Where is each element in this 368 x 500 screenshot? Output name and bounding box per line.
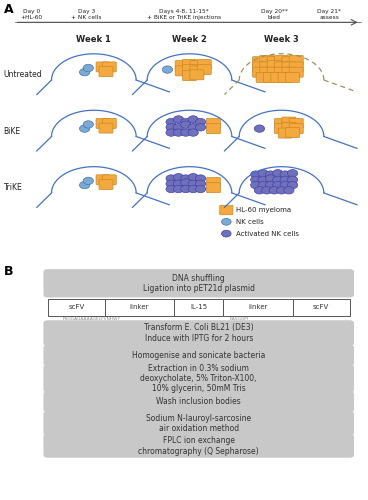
FancyBboxPatch shape — [289, 56, 303, 66]
Circle shape — [287, 176, 298, 184]
Circle shape — [181, 179, 191, 186]
FancyBboxPatch shape — [275, 124, 289, 134]
Circle shape — [273, 182, 283, 188]
Circle shape — [251, 176, 261, 184]
Circle shape — [258, 182, 268, 188]
Text: Untreated: Untreated — [4, 70, 42, 80]
FancyBboxPatch shape — [102, 62, 116, 72]
Text: scFV: scFV — [313, 304, 329, 310]
Circle shape — [265, 182, 276, 188]
FancyBboxPatch shape — [197, 60, 211, 70]
Circle shape — [195, 124, 206, 131]
FancyBboxPatch shape — [43, 411, 354, 436]
FancyBboxPatch shape — [271, 72, 285, 83]
Circle shape — [79, 182, 90, 188]
FancyBboxPatch shape — [190, 60, 204, 70]
Circle shape — [195, 186, 206, 192]
Text: Week 1: Week 1 — [77, 36, 111, 44]
Text: Transform E. Coli BL21 (DE3)
Induce with IPTG for 2 hours: Transform E. Coli BL21 (DE3) Induce with… — [144, 324, 254, 343]
Circle shape — [195, 180, 206, 188]
Circle shape — [287, 182, 298, 188]
FancyBboxPatch shape — [190, 66, 204, 76]
FancyBboxPatch shape — [223, 299, 293, 316]
Circle shape — [181, 186, 191, 192]
FancyBboxPatch shape — [43, 434, 354, 458]
Text: A: A — [4, 2, 13, 16]
Text: Homogenise and sonicate bacteria: Homogenise and sonicate bacteria — [132, 350, 265, 360]
Circle shape — [173, 180, 184, 188]
FancyBboxPatch shape — [183, 64, 197, 74]
FancyBboxPatch shape — [267, 67, 281, 77]
Text: TriKE: TriKE — [4, 183, 22, 192]
FancyBboxPatch shape — [282, 56, 296, 66]
Text: NK cells: NK cells — [236, 219, 263, 225]
Circle shape — [173, 116, 184, 123]
FancyBboxPatch shape — [183, 70, 197, 81]
FancyBboxPatch shape — [252, 67, 266, 77]
FancyBboxPatch shape — [282, 117, 296, 127]
Circle shape — [280, 182, 290, 188]
Text: HL-60 myeloma: HL-60 myeloma — [236, 207, 291, 213]
FancyBboxPatch shape — [286, 72, 300, 83]
FancyBboxPatch shape — [102, 118, 116, 128]
Circle shape — [166, 186, 176, 192]
FancyBboxPatch shape — [256, 72, 270, 83]
Circle shape — [181, 121, 191, 128]
FancyBboxPatch shape — [105, 299, 174, 316]
Text: linker: linker — [248, 304, 268, 310]
Text: Days 4-8, 11-15*
+ BiKE or TriKE injections: Days 4-8, 11-15* + BiKE or TriKE injecti… — [147, 9, 221, 20]
Circle shape — [195, 175, 206, 182]
FancyBboxPatch shape — [275, 67, 289, 77]
FancyBboxPatch shape — [260, 56, 274, 66]
FancyBboxPatch shape — [293, 299, 350, 316]
Circle shape — [173, 186, 184, 192]
FancyBboxPatch shape — [43, 269, 354, 298]
FancyBboxPatch shape — [260, 62, 274, 72]
Circle shape — [254, 125, 265, 132]
Circle shape — [222, 218, 231, 225]
FancyBboxPatch shape — [175, 60, 189, 70]
Circle shape — [254, 186, 265, 194]
Text: IL-15: IL-15 — [190, 304, 207, 310]
FancyBboxPatch shape — [96, 62, 110, 72]
FancyBboxPatch shape — [289, 124, 303, 134]
Circle shape — [195, 118, 206, 126]
Circle shape — [83, 177, 93, 184]
Circle shape — [276, 186, 287, 194]
FancyBboxPatch shape — [102, 175, 116, 185]
FancyBboxPatch shape — [206, 124, 220, 134]
Text: BiKE: BiKE — [4, 126, 21, 136]
Circle shape — [188, 174, 198, 181]
Text: Day 21*
assess: Day 21* assess — [318, 9, 341, 20]
Circle shape — [173, 174, 184, 181]
Circle shape — [181, 129, 191, 136]
Circle shape — [79, 125, 90, 132]
FancyBboxPatch shape — [43, 364, 354, 392]
Circle shape — [166, 124, 176, 131]
Circle shape — [273, 176, 283, 184]
Circle shape — [181, 118, 191, 126]
Text: Sodium N-lauroyl-sarcosine
air oxidation method: Sodium N-lauroyl-sarcosine air oxidation… — [146, 414, 251, 433]
Text: FPLC ion exchange
chromatography (Q Sepharose): FPLC ion exchange chromatography (Q Seph… — [138, 436, 259, 456]
Circle shape — [188, 124, 198, 131]
Text: scFV: scFV — [68, 304, 85, 310]
Text: Activated NK cells: Activated NK cells — [236, 230, 298, 236]
FancyBboxPatch shape — [289, 62, 303, 72]
Text: Wash inclusion bodies: Wash inclusion bodies — [156, 398, 241, 406]
Text: Week 2: Week 2 — [172, 36, 207, 44]
FancyBboxPatch shape — [99, 180, 113, 190]
Text: linker: linker — [130, 304, 149, 310]
FancyBboxPatch shape — [278, 128, 292, 138]
FancyBboxPatch shape — [206, 178, 220, 188]
FancyBboxPatch shape — [275, 62, 289, 72]
Circle shape — [280, 176, 290, 184]
Circle shape — [173, 124, 184, 131]
Circle shape — [265, 171, 276, 178]
Circle shape — [280, 171, 290, 178]
Circle shape — [188, 129, 198, 136]
Circle shape — [173, 129, 184, 136]
FancyBboxPatch shape — [197, 64, 211, 74]
FancyBboxPatch shape — [96, 118, 110, 128]
Circle shape — [251, 182, 261, 188]
FancyBboxPatch shape — [96, 175, 110, 185]
